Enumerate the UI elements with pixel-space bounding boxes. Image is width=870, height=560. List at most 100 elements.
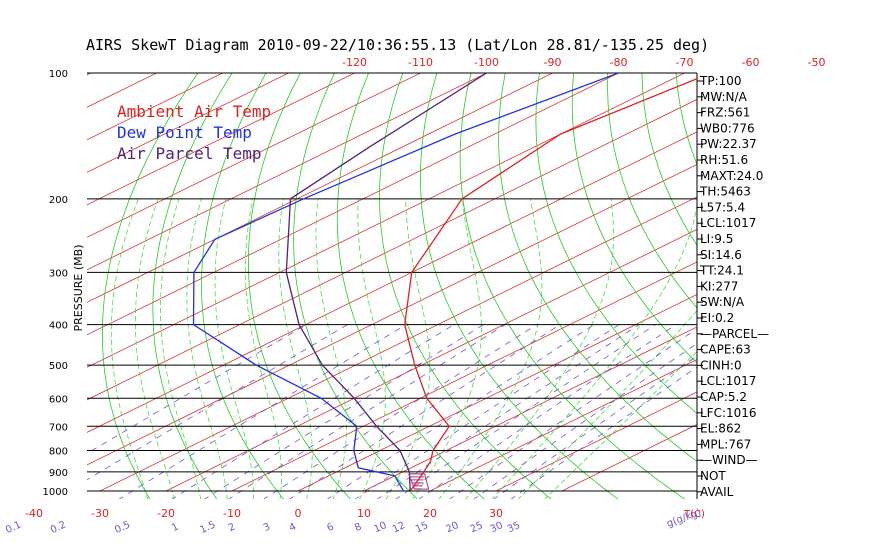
profiles: [192, 73, 697, 492]
mixing-ratio-line: [263, 324, 538, 499]
isotherm-line: [87, 73, 487, 271]
index-label: LFC:1016: [700, 406, 757, 420]
index-label: CINH:0: [700, 358, 742, 372]
moist-adiabat-line: [491, 203, 697, 499]
index-label: EL:862: [700, 422, 741, 436]
pressure-tick-label: 800: [49, 446, 68, 457]
isotherm-line: [87, 73, 553, 303]
mixing-ratio-tick-label: 0.5: [113, 519, 132, 536]
index-label: LCL:1017: [700, 216, 756, 230]
bottom-temp-tick-label: 30: [489, 507, 503, 520]
dry-adiabat-line: [459, 73, 686, 499]
isotherm-line: [363, 326, 697, 492]
mixing-ratio-line: [228, 324, 506, 499]
mixing-ratio-tick-label: 12: [391, 520, 407, 535]
dry-adiabat-line: [419, 73, 619, 499]
dry-adiabat-line: [498, 73, 697, 462]
isobars: [87, 72, 698, 499]
pressure-tick-label: 100: [49, 69, 68, 80]
mixing-ratio-line: [376, 324, 640, 499]
mixing-ratio-line: [289, 324, 561, 499]
moist-adiabat-line: [544, 351, 697, 499]
profile-ambient-air-temp: [404, 77, 697, 492]
dry-adiabat-line: [571, 73, 697, 364]
index-label: LI:9.5: [700, 232, 733, 246]
top-temp-tick-label: -50: [808, 56, 826, 69]
moist-adiabat-line: [110, 198, 149, 499]
mixing-ratio-tick-label: 20: [444, 520, 460, 535]
index-label: LCL:1017: [700, 374, 756, 388]
mixing-ratio-tick-label: 4: [288, 521, 298, 534]
dry-adiabat-line: [744, 73, 870, 500]
wind-hatch-outline: [408, 473, 430, 490]
mixing-ratio-line: [473, 343, 697, 499]
moist-adiabat-line: [244, 198, 282, 499]
moist-adiabat-line: [438, 198, 543, 499]
pressure-tick-label: 900: [49, 468, 68, 479]
pressure-tick-label: 1000: [43, 487, 68, 498]
dry-adiabat-line: [813, 73, 870, 500]
moist-adiabat-line: [315, 198, 347, 499]
bottom-temp-tick-label: 0: [295, 507, 302, 520]
isotherm-line: [495, 391, 697, 492]
index-label: MAXT:24.0: [700, 169, 763, 183]
moist-adiabat-line: [278, 198, 313, 499]
index-label: PW:22.37: [700, 137, 757, 151]
legend-item: Air Parcel Temp: [117, 144, 262, 163]
index-label: CAPE:63: [700, 343, 751, 357]
mixing-ratio-line: [493, 355, 697, 499]
mixing-ratio-tick-label: 8: [353, 521, 363, 534]
pressure-tick-label: 600: [49, 394, 68, 405]
index-label: AVAIL: [700, 485, 734, 499]
mixing-ratio-tick-label: 0.2: [49, 519, 68, 536]
profile-dew-point-temp: [192, 73, 619, 492]
top-temp-tick-label: -60: [742, 56, 760, 69]
pressure-tick-label: 500: [49, 361, 68, 372]
legend-item: Ambient Air Temp: [117, 102, 271, 121]
index-label: CAP:5.2: [700, 390, 747, 404]
pressure-tick-label: 300: [49, 268, 68, 279]
mixing-ratio-tick-labels: 0.1 0.2 0.5 1 1.5 2 3 4 6 8 10 12 15 20 25 30 35: [4, 519, 522, 536]
top-temp-tick-label: -100: [474, 56, 499, 69]
dry-adiabat-line: [336, 73, 485, 499]
index-label: TH:5463: [699, 185, 751, 199]
moist-adiabat-line: [465, 198, 614, 499]
isotherm-line: [87, 98, 697, 401]
index-label: SI:14.6: [700, 248, 742, 262]
top-temperature-tick-labels: -120-110-100-90-80-70-60-50-40: [342, 56, 826, 69]
index-label: SW:N/A: [700, 295, 745, 309]
pressure-tick-labels: 100 200 300 400 500 600 700 800 900 1000: [43, 69, 68, 498]
mixing-ratio-tick-label: 0.1: [4, 519, 23, 536]
bottom-temp-tick-label: 20: [423, 507, 437, 520]
isotherm-line: [87, 73, 289, 173]
index-label: EI:0.2: [700, 311, 734, 325]
mixing-ratio-line: [418, 324, 677, 499]
bottom-temp-tick-label: -30: [91, 507, 109, 520]
mixing-ratio-tick-label: 1: [170, 521, 180, 534]
mixing-ratio-line: [204, 324, 484, 499]
index-label: L57:5.4: [700, 200, 745, 214]
dry-adiabat-line: [379, 73, 552, 499]
mixing-ratio-line: [395, 324, 656, 499]
profile-air-parcel-temp: [285, 73, 487, 492]
isotherm-line: [87, 73, 685, 368]
top-temp-tick-label: -120: [342, 56, 367, 69]
mixing-ratio-line: [449, 328, 697, 499]
isotherm-line: [87, 131, 697, 433]
y-axis-label: PRESSURE (MB): [72, 245, 85, 332]
dry-adiabat-line: [152, 73, 233, 499]
pressure-tick-label: 400: [49, 321, 68, 332]
bottom-temp-tick-label: 10: [357, 507, 371, 520]
background-lines: [87, 73, 870, 500]
moist-adiabat-line: [134, 198, 175, 499]
legend-item: Dew Point Temp: [117, 123, 252, 142]
isotherm-line: [87, 163, 697, 466]
moist-adiabat-line: [517, 309, 697, 499]
index-label: NOT: [700, 469, 726, 483]
temperature-unit-label: T(C): [683, 509, 705, 520]
mixing-ratio-tick-label: 2: [227, 521, 237, 534]
dry-adiabat-line: [201, 73, 285, 499]
